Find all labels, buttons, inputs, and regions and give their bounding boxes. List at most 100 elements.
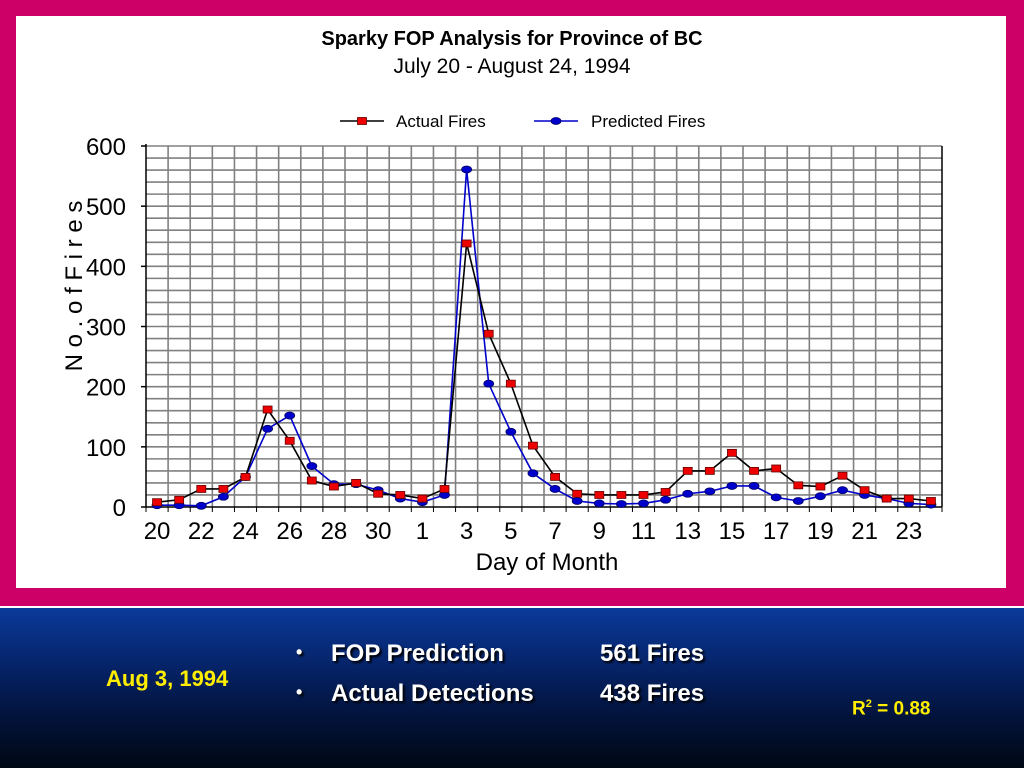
- point-actual: [638, 491, 649, 499]
- point-actual: [329, 482, 339, 491]
- y-tick-label: 300: [86, 315, 126, 342]
- y-tick-label: 600: [86, 134, 126, 161]
- point-actual: [815, 482, 826, 491]
- point-predicted: [505, 427, 517, 436]
- point-predicted: [593, 499, 605, 508]
- chart-legend: Actual Fires Predicted Fires: [340, 112, 705, 131]
- y-axis-label: N o . o f F i r e s: [61, 201, 88, 372]
- point-actual: [926, 497, 936, 505]
- x-tick-label: 13: [674, 518, 701, 545]
- caption-band: [0, 606, 1024, 768]
- x-tick-label: 28: [321, 518, 348, 545]
- point-predicted: [770, 493, 782, 502]
- legend-marker-predicted: [550, 117, 562, 125]
- point-actual: [483, 329, 494, 338]
- x-tick-label: 3: [460, 518, 473, 545]
- point-actual: [771, 464, 782, 473]
- point-predicted: [549, 485, 561, 493]
- chart-series: [151, 165, 937, 510]
- chart-subtitle: July 20 - August 24, 1994: [393, 55, 631, 78]
- point-predicted: [682, 489, 694, 498]
- point-predicted: [615, 500, 627, 508]
- x-tick-label: 23: [895, 518, 922, 545]
- legend-label: Actual Fires: [396, 112, 486, 131]
- point-actual: [749, 466, 759, 475]
- point-actual: [240, 473, 251, 481]
- point-actual: [284, 436, 295, 445]
- r2-exponent: 2: [865, 698, 872, 710]
- point-predicted: [284, 411, 296, 420]
- x-axis-label: Day of Month: [476, 549, 619, 576]
- point-predicted: [837, 486, 848, 495]
- x-tick-label: 1: [416, 518, 429, 545]
- x-tick-label: 26: [276, 518, 303, 545]
- bullet-label: FOP Prediction: [331, 640, 504, 667]
- point-predicted: [195, 501, 207, 510]
- point-predicted: [814, 492, 826, 501]
- point-actual: [439, 485, 450, 493]
- point-actual: [417, 494, 428, 503]
- point-actual: [152, 498, 162, 507]
- y-tick-label: 400: [86, 254, 126, 281]
- bullet-dot-icon: •: [296, 682, 303, 702]
- caption-date: Aug 3, 1994: [106, 666, 229, 691]
- point-predicted: [638, 499, 649, 508]
- point-actual: [594, 491, 605, 499]
- point-actual: [461, 239, 472, 248]
- bullet-dot-icon: •: [296, 642, 303, 662]
- x-tick-label: 19: [807, 518, 834, 545]
- x-tick-label: 30: [365, 518, 392, 545]
- point-predicted: [792, 497, 804, 505]
- point-actual: [528, 441, 538, 450]
- point-actual: [616, 491, 627, 499]
- r2-value: = 0.88: [871, 698, 931, 720]
- point-actual: [660, 488, 671, 496]
- bullet-value: 438 Fires: [600, 680, 705, 707]
- x-tick-label: 5: [504, 518, 517, 545]
- point-actual: [837, 471, 848, 480]
- point-actual: [262, 405, 273, 414]
- y-tick-label: 0: [113, 495, 126, 522]
- point-predicted: [461, 165, 473, 174]
- point-actual: [793, 481, 804, 490]
- x-tick-label: 17: [763, 518, 790, 545]
- point-predicted: [306, 462, 318, 470]
- x-tick-label: 7: [548, 518, 561, 545]
- point-actual: [196, 485, 207, 493]
- point-predicted: [704, 487, 716, 496]
- x-tick-label: 21: [851, 518, 878, 545]
- chart-title: Sparky FOP Analysis for Province of BC: [321, 28, 703, 50]
- point-predicted: [483, 379, 495, 388]
- x-tick-label: 9: [593, 518, 606, 545]
- r-squared: R2 = 0.88: [852, 698, 931, 720]
- point-actual: [682, 466, 693, 475]
- x-tick-label: 24: [232, 518, 259, 545]
- y-tick-label: 200: [86, 375, 126, 402]
- legend-marker-actual: [357, 117, 367, 125]
- point-actual: [704, 466, 715, 475]
- point-actual: [306, 476, 317, 485]
- y-tick-label: 500: [86, 194, 126, 221]
- point-predicted: [527, 469, 539, 478]
- point-actual: [727, 448, 737, 457]
- x-tick-label: 11: [631, 518, 656, 545]
- point-predicted: [726, 482, 738, 490]
- bullet-value: 561 Fires: [600, 640, 705, 667]
- point-actual: [505, 379, 516, 388]
- point-actual: [395, 491, 406, 499]
- point-predicted: [571, 497, 583, 505]
- point-actual: [550, 473, 560, 481]
- point-actual: [174, 495, 185, 504]
- x-tick-label: 20: [144, 518, 171, 545]
- y-tick-label: 100: [86, 435, 126, 462]
- point-predicted: [217, 492, 229, 501]
- chart-grid: [146, 145, 942, 507]
- point-actual: [572, 489, 583, 498]
- bullet-label: Actual Detections: [331, 680, 534, 707]
- point-predicted: [262, 424, 274, 433]
- r2-prefix: R: [852, 698, 866, 720]
- x-tick-label: 22: [188, 518, 215, 545]
- point-actual: [859, 486, 870, 495]
